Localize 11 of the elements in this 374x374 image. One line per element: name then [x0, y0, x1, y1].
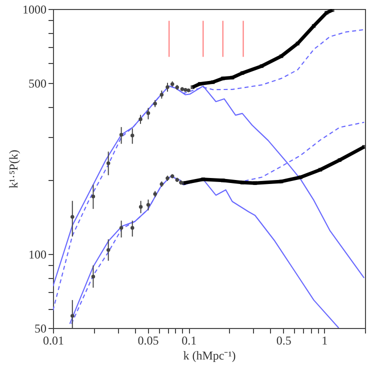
- y-axis-title: k¹·⁵P(k): [6, 150, 20, 188]
- x-tick-label: 0.01: [43, 334, 64, 348]
- y-tick-label: 500: [28, 76, 46, 90]
- y-tick-label: 1000: [22, 2, 46, 16]
- y-tick-label: 100: [28, 248, 46, 262]
- x-tick-label: 0.05: [138, 334, 159, 348]
- x-axis-title: k (hMpc⁻¹): [183, 348, 236, 362]
- x-tick-label: 0.1: [182, 334, 197, 348]
- x-tick-label: 1: [322, 334, 328, 348]
- x-tick-label: 0.5: [276, 334, 292, 348]
- y-tick-label: 50: [34, 322, 46, 336]
